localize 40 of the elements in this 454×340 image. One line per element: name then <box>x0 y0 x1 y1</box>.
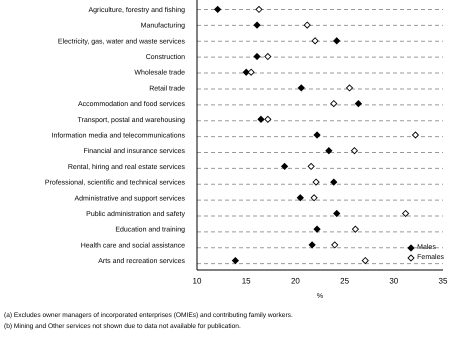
point <box>346 84 353 92</box>
point <box>214 6 222 13</box>
point <box>312 37 319 44</box>
point <box>296 194 304 202</box>
x-tick-label: 25 <box>340 276 350 286</box>
point <box>258 116 264 123</box>
point <box>350 147 358 154</box>
point <box>281 162 288 170</box>
point <box>254 22 260 29</box>
x-tick-label: 30 <box>389 276 399 286</box>
point <box>312 178 320 186</box>
point <box>304 22 311 29</box>
point <box>298 84 305 92</box>
point <box>325 147 332 154</box>
point <box>354 100 362 108</box>
x-tick-label: 15 <box>242 276 252 286</box>
point <box>362 257 369 264</box>
point <box>310 194 318 202</box>
point <box>248 68 255 76</box>
x-tick-label: 20 <box>290 276 300 286</box>
point <box>314 132 320 138</box>
point <box>352 226 359 233</box>
point <box>264 116 272 123</box>
point <box>330 178 338 186</box>
x-tick-label: 10 <box>192 276 202 286</box>
point <box>308 162 315 170</box>
x-tick-label: 35 <box>438 276 448 286</box>
point <box>331 241 338 248</box>
point <box>402 210 410 217</box>
point <box>333 210 340 217</box>
point <box>264 53 272 60</box>
point <box>308 241 316 248</box>
point <box>412 132 419 138</box>
point <box>330 100 338 108</box>
point <box>242 68 250 76</box>
point <box>333 37 340 44</box>
point <box>314 226 320 233</box>
point <box>232 257 239 264</box>
point <box>254 53 260 60</box>
point <box>256 6 262 13</box>
